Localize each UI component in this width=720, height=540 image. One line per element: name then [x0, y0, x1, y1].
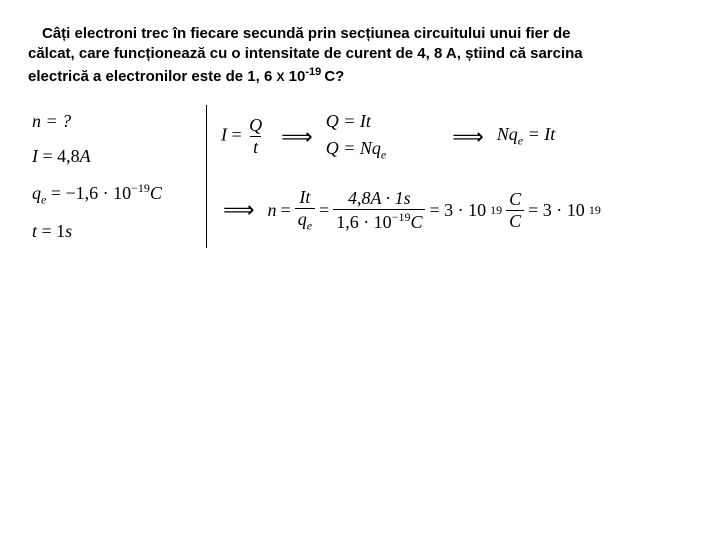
problem-statement: Câți electroni trec în fiecare secundă p… — [28, 24, 692, 87]
eq-Q-Nqe: Q = Nqe — [326, 138, 386, 163]
problem-line3c: 10 — [284, 68, 305, 85]
problem-exp: -19 — [305, 66, 324, 78]
eq-final: n = Itqe = 4,8A · 1s 1,6 · 10−19C = 3 · … — [268, 188, 601, 232]
eq-I-Q-over-t: I = Qt — [221, 116, 265, 157]
problem-line3d: C? — [324, 68, 344, 85]
problem-line3a: electrică a electronilor este de 1, 6 — [28, 68, 276, 85]
eq-Nqe-It: Nqe = It — [497, 124, 556, 149]
given-qe: qe = −1,6 · 10−19C — [32, 181, 192, 208]
deriv-row-1: I = Qt ⟹ Q = It Q = Nqe ⟹ Nqe = It — [221, 111, 601, 163]
given-n: n = ? — [32, 111, 192, 132]
problem-line1: Câți electroni trec în fiecare secundă p… — [42, 25, 570, 42]
implies-icon: ⟹ — [450, 124, 483, 150]
deriv-row-2: ⟹ n = Itqe = 4,8A · 1s 1,6 · 10−19C = 3 … — [221, 188, 601, 232]
work-area: n = ? I = 4,8A qe = −1,6 · 10−19C t = 1s… — [28, 105, 692, 249]
derivation-column: I = Qt ⟹ Q = It Q = Nqe ⟹ Nqe = It ⟹ n =… — [207, 105, 611, 239]
implies-icon: ⟹ — [279, 124, 312, 150]
eq-Q-stack: Q = It Q = Nqe — [326, 111, 386, 163]
eq-Q-It: Q = It — [326, 111, 371, 132]
problem-line2: călcat, care funcționează cu o intensita… — [28, 45, 583, 62]
implies-icon: ⟹ — [221, 197, 254, 223]
given-t: t = 1s — [32, 221, 192, 242]
given-I: I = 4,8A — [32, 146, 192, 167]
given-column: n = ? I = 4,8A qe = −1,6 · 10−19C t = 1s — [28, 105, 207, 249]
